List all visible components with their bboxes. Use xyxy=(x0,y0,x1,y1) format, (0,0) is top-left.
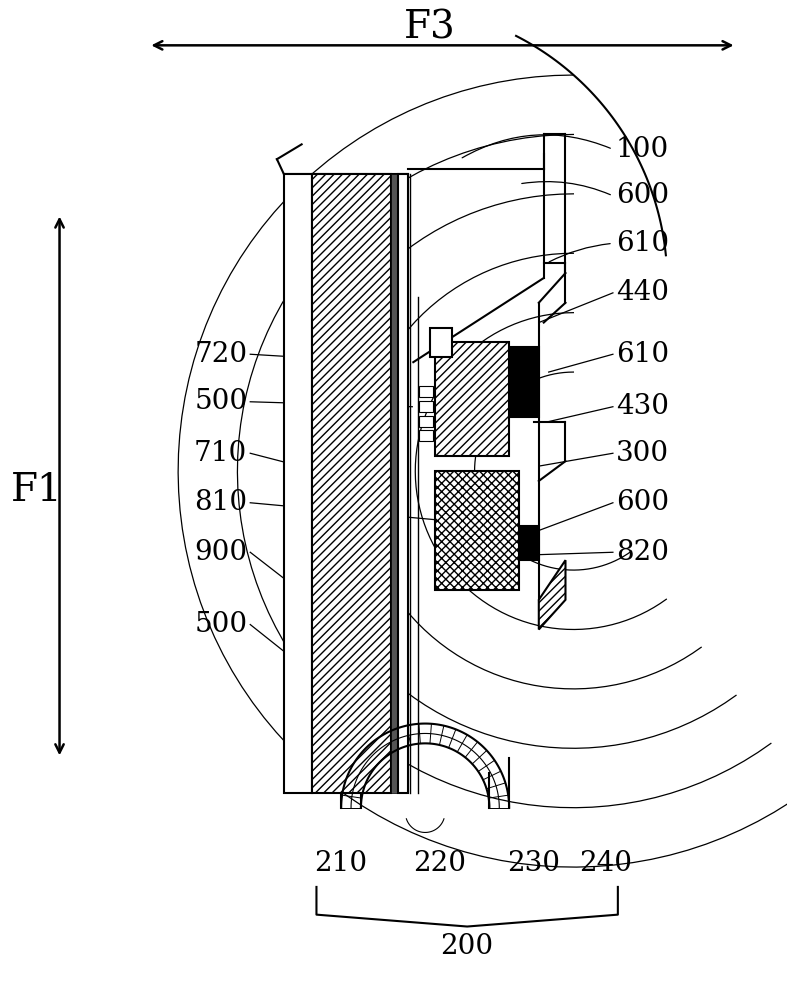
Text: 300: 300 xyxy=(616,440,669,467)
Text: 500: 500 xyxy=(194,611,248,638)
Text: 200: 200 xyxy=(441,933,494,960)
Text: F1: F1 xyxy=(11,472,62,509)
Text: 230: 230 xyxy=(507,850,560,877)
Text: 810: 810 xyxy=(194,489,248,516)
Bar xyxy=(399,174,408,793)
Text: 900: 900 xyxy=(194,539,248,566)
Text: 220: 220 xyxy=(414,850,467,877)
Text: 610: 610 xyxy=(616,341,669,368)
Bar xyxy=(435,471,519,590)
Polygon shape xyxy=(539,560,566,629)
Bar xyxy=(521,526,539,560)
Bar xyxy=(430,328,452,357)
Text: 600: 600 xyxy=(616,489,669,516)
Text: 100: 100 xyxy=(616,136,669,163)
Bar xyxy=(435,342,509,456)
Text: 210: 210 xyxy=(315,850,368,877)
Text: 430: 430 xyxy=(616,393,669,420)
Bar xyxy=(419,430,433,441)
Bar xyxy=(419,416,433,427)
Text: 720: 720 xyxy=(194,341,248,368)
Bar xyxy=(391,174,399,793)
Bar xyxy=(284,174,312,793)
Text: 600: 600 xyxy=(616,182,669,209)
Bar xyxy=(312,174,391,793)
Bar xyxy=(419,401,433,412)
Text: 710: 710 xyxy=(194,440,248,467)
Bar xyxy=(511,347,539,417)
Text: 440: 440 xyxy=(616,279,669,306)
Text: 610: 610 xyxy=(616,230,669,257)
Text: 820: 820 xyxy=(616,539,669,566)
Bar xyxy=(419,386,433,397)
Text: 500: 500 xyxy=(194,388,248,415)
Text: 240: 240 xyxy=(580,850,633,877)
Text: F3: F3 xyxy=(404,9,456,46)
